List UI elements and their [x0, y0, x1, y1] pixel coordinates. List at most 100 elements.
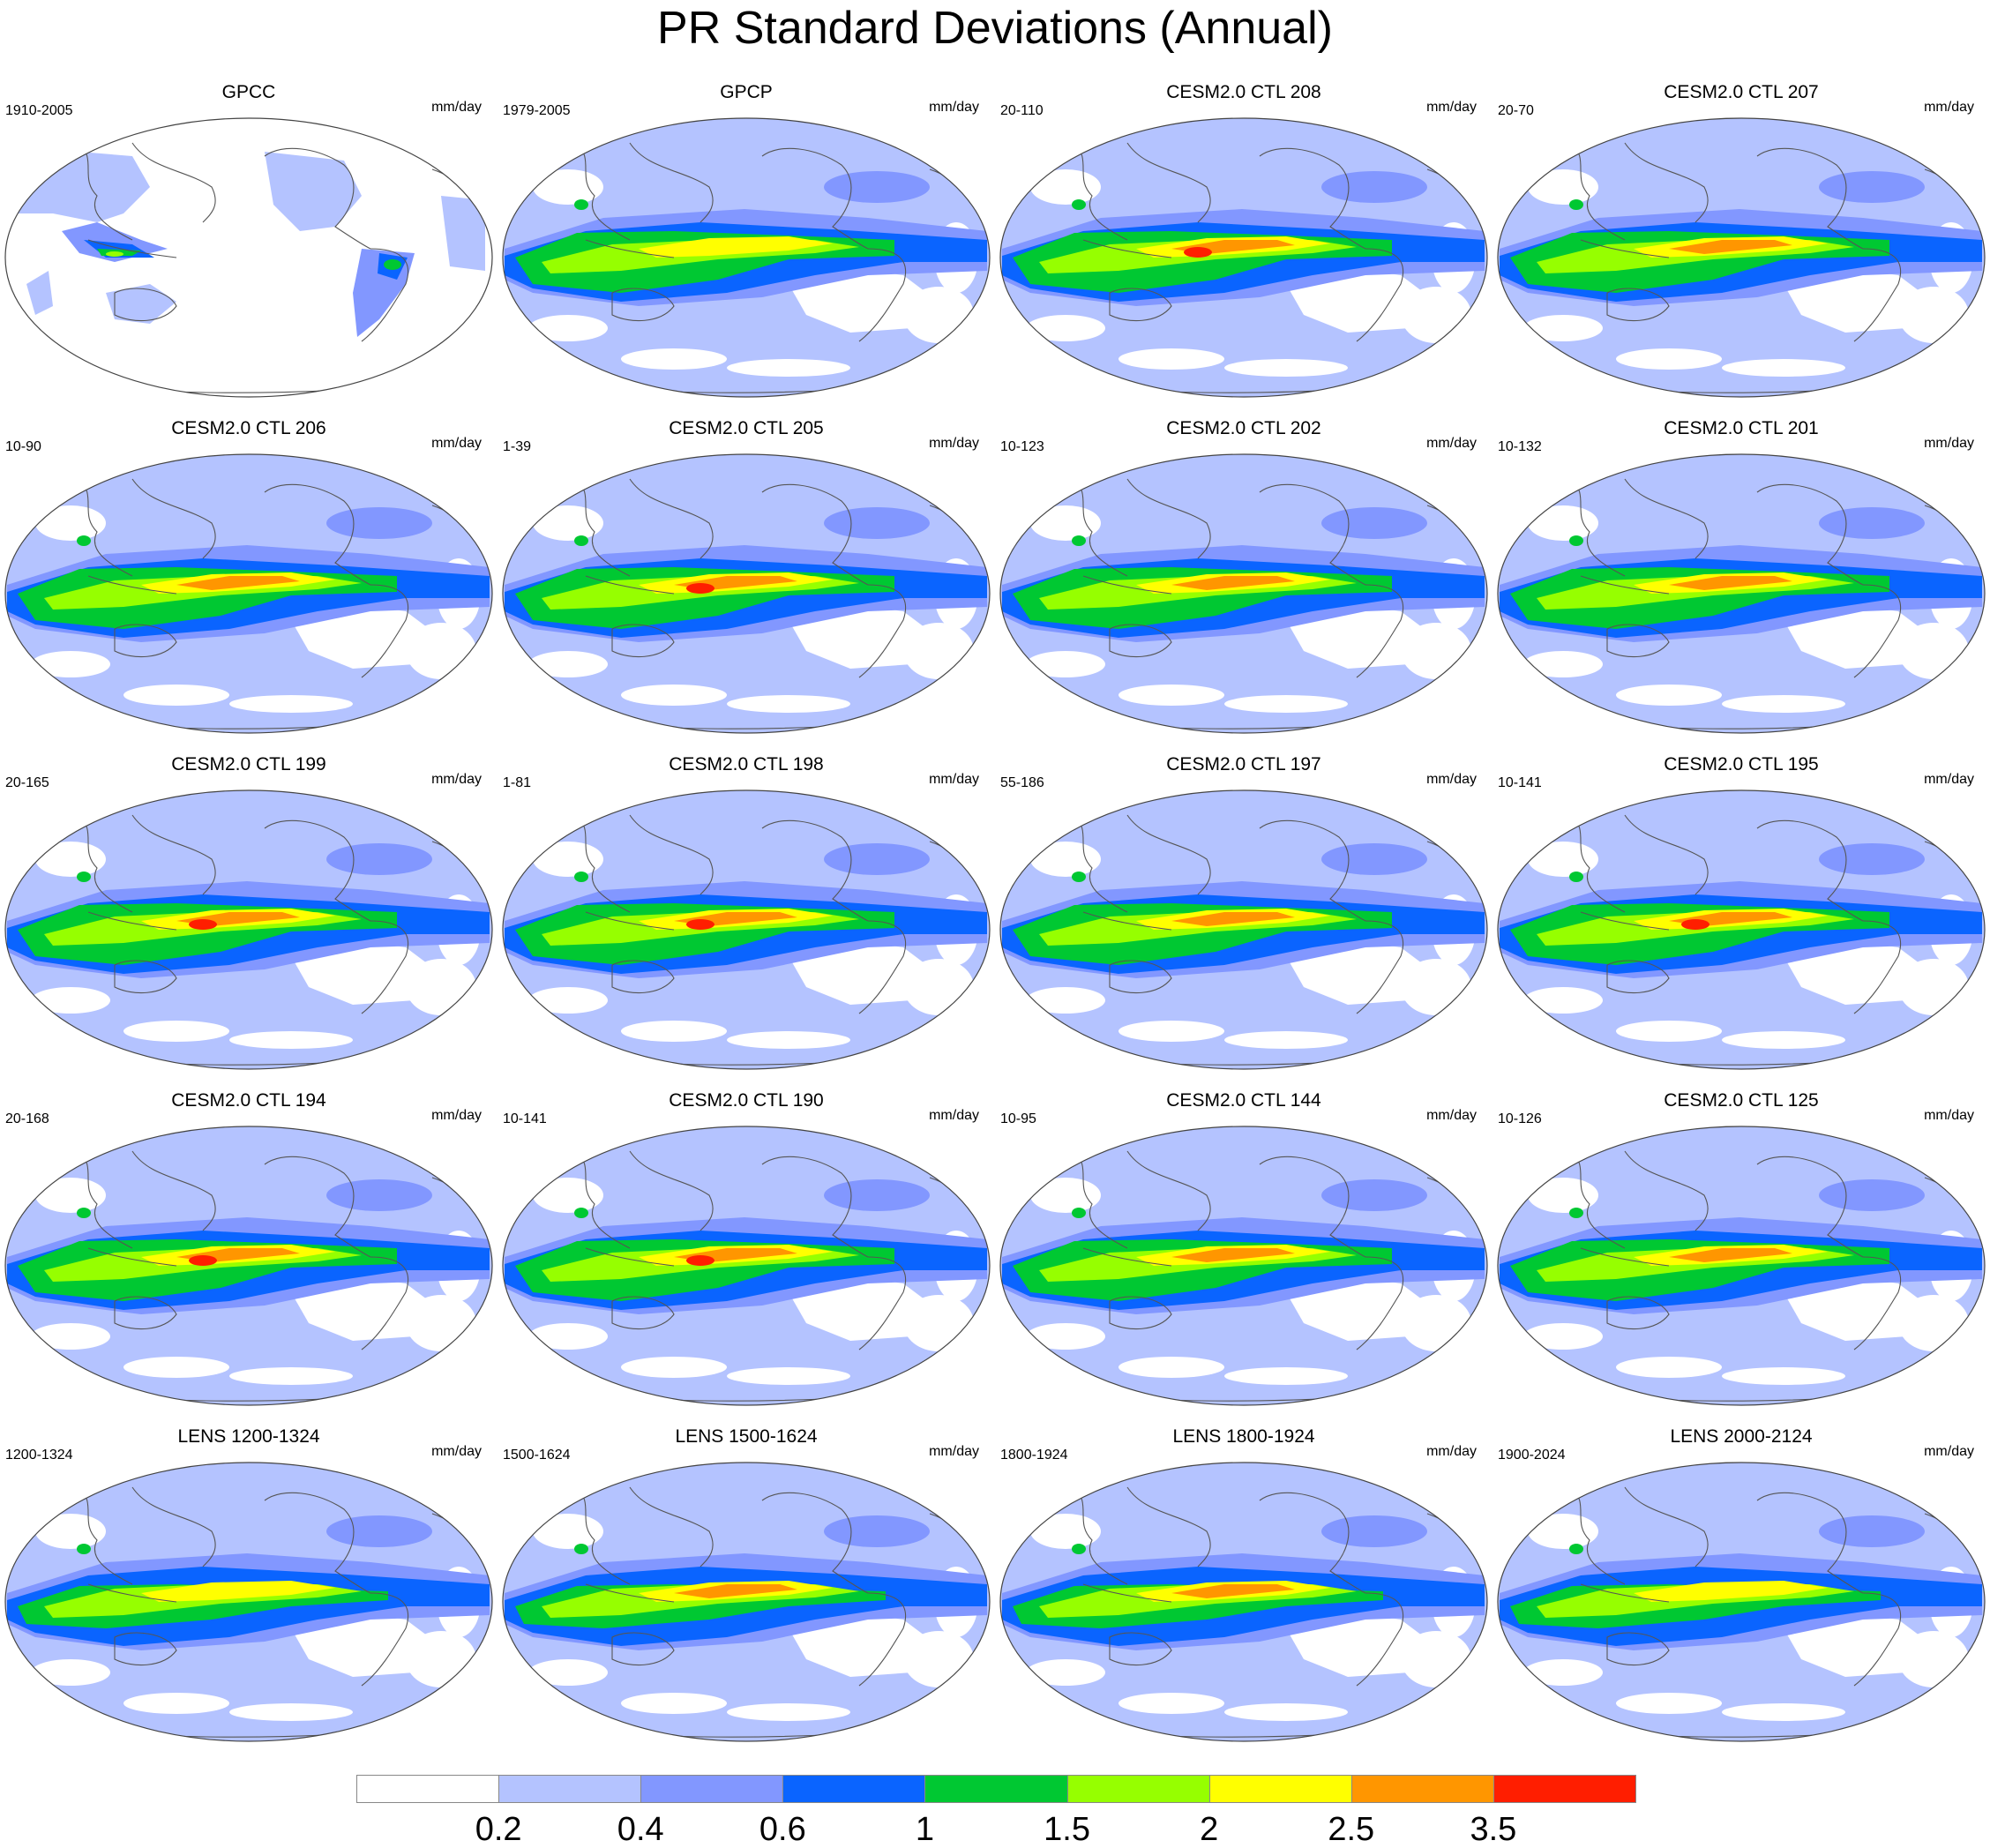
coastline [576, 814, 631, 913]
coastline [1606, 288, 1670, 322]
panel-period: 55-186 [1000, 775, 1044, 790]
band-0.4 [1819, 1515, 1925, 1547]
coastline [1756, 1492, 1864, 1594]
map-outline [999, 1462, 1488, 1742]
band-1 [574, 199, 588, 210]
panel-title: CESM2.0 CTL 206 [171, 418, 326, 438]
coastline [1606, 960, 1670, 994]
dry-zone [1722, 1031, 1845, 1049]
map-plot [1497, 1126, 1986, 1406]
coastline [1356, 584, 1404, 678]
map-outline [1497, 1462, 1986, 1742]
coastline [1853, 1592, 1902, 1687]
dry-zone [727, 695, 850, 713]
band-1 [574, 1208, 588, 1218]
band-2 [639, 236, 833, 258]
panel-period: 1900-2024 [1498, 1448, 1566, 1463]
coastline [1074, 814, 1128, 913]
band-1 [1072, 872, 1086, 882]
dry-zone [903, 1631, 974, 1687]
dry-zone [1026, 315, 1105, 341]
map-panel: LENS 1800-1924 1800-1924 mm/day [995, 1425, 1492, 1761]
map-plot [502, 1126, 991, 1406]
coastline [1082, 1583, 1172, 1603]
panel-units: mm/day [1924, 772, 1974, 787]
panel-units: mm/day [929, 1108, 979, 1123]
panel-period: 20-165 [5, 775, 49, 790]
panel-units: mm/day [1924, 1108, 1974, 1123]
coastline [361, 1256, 409, 1350]
map-plot [502, 117, 991, 398]
map-plot [502, 1462, 991, 1742]
map-panel: CESM2.0 CTL 207 20-70 mm/day [1492, 81, 1990, 416]
band-1 [1569, 199, 1583, 210]
map-plot [4, 789, 493, 1070]
dry-zone [1118, 685, 1224, 706]
colorbar-label: 1.5 [1044, 1811, 1090, 1848]
coastline [585, 575, 675, 595]
coastline [87, 239, 177, 258]
map-outline [4, 789, 493, 1070]
dry-zone [1026, 651, 1105, 677]
band-0.4 [326, 1515, 432, 1547]
map-outline [1497, 1126, 1986, 1406]
panel-title: CESM2.0 CTL 199 [171, 754, 326, 774]
panel-period: 10-132 [1498, 439, 1542, 454]
map-plot [999, 1462, 1488, 1742]
dry-zone [1118, 1357, 1224, 1378]
coastline [87, 1583, 177, 1603]
coastline [114, 960, 177, 994]
panel-units: mm/day [1426, 100, 1477, 115]
coastline [1126, 478, 1211, 559]
map-panel: CESM2.0 CTL 205 1-39 mm/day [498, 417, 995, 752]
band-2.5 [1171, 912, 1295, 926]
panel-units: mm/day [929, 1444, 979, 1459]
dry-zone [1616, 1693, 1722, 1714]
map-plot [4, 453, 493, 734]
colorbar-swatch [356, 1775, 500, 1803]
band-2.5 [1171, 1584, 1295, 1598]
coastline [1853, 584, 1902, 678]
band-2.5 [1669, 240, 1792, 254]
coastline [361, 1592, 409, 1687]
band-1 [1569, 872, 1583, 882]
coastline [761, 147, 869, 250]
coastline [131, 1486, 216, 1567]
dry-zone [123, 1357, 229, 1378]
map-outline [502, 789, 991, 1070]
coastline [79, 814, 133, 913]
dry-zone [31, 1659, 110, 1686]
coastline [1571, 814, 1626, 913]
coastline [576, 142, 631, 241]
dry-zone [1898, 1295, 1969, 1351]
panel-units: mm/day [431, 100, 482, 115]
dry-zone [1224, 695, 1348, 713]
colorbar-swatch [1208, 1775, 1352, 1803]
coastline [79, 1150, 133, 1249]
coastline [1756, 147, 1864, 250]
coastline [1756, 819, 1864, 922]
coastline [761, 1492, 869, 1594]
coastline [1356, 1592, 1404, 1687]
colorbar-label: 1 [915, 1811, 935, 1848]
colorbar-label: 2.5 [1328, 1811, 1375, 1848]
colorbar-swatch [782, 1775, 926, 1803]
dry-zone [1401, 623, 1471, 679]
coastline [1356, 920, 1404, 1014]
colorbar-swatch [640, 1775, 784, 1803]
panel-title: CESM2.0 CTL 125 [1664, 1090, 1819, 1111]
dry-zone [1898, 959, 1969, 1015]
panel-period: 10-95 [1000, 1111, 1036, 1126]
band-1 [77, 1544, 91, 1554]
dry-zone [1026, 987, 1105, 1014]
dry-zone [1401, 287, 1471, 343]
panel-period: 1910-2005 [5, 103, 73, 118]
land-field [106, 284, 176, 324]
coastline [1624, 814, 1709, 895]
dry-zone [1118, 1693, 1224, 1714]
coastline [87, 1247, 177, 1267]
panel-units: mm/day [1426, 1444, 1477, 1459]
dry-zone [229, 695, 353, 713]
coastline [1126, 1150, 1211, 1231]
coastline [1074, 478, 1128, 577]
